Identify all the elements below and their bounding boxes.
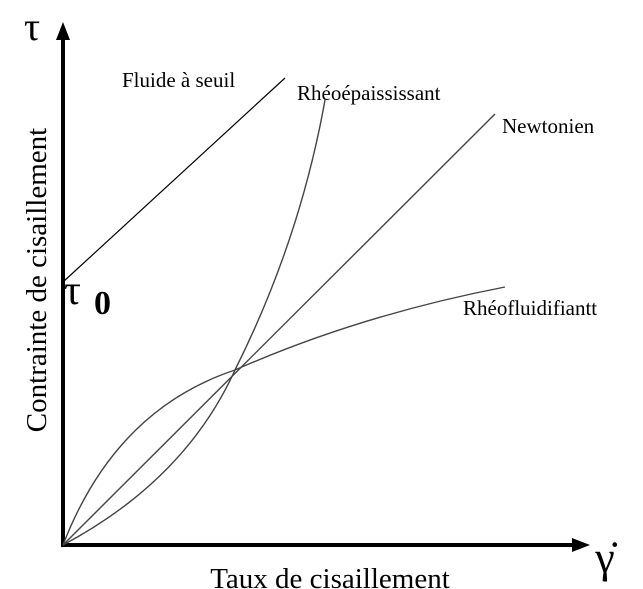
tau0-subscript: 0 bbox=[94, 285, 111, 322]
curve-label: Rhéofluidifiantt bbox=[463, 296, 597, 320]
curve-label: Rhéoépaississant bbox=[297, 81, 441, 105]
x-label: Taux de cisaillement bbox=[210, 563, 450, 589]
thinning-curve bbox=[62, 286, 506, 546]
curve-label: Fluide à seuil bbox=[122, 68, 235, 92]
tau0-symbol: τ bbox=[64, 268, 81, 314]
yield-line bbox=[62, 77, 286, 283]
y-symbol: τ bbox=[24, 4, 40, 49]
y-label: Contrainte de cisaillement bbox=[21, 128, 53, 432]
newtonian-line bbox=[62, 113, 496, 546]
x-symbol: γ̇ bbox=[594, 533, 617, 582]
x-arrow bbox=[572, 538, 590, 552]
curve-label: Newtonien bbox=[502, 114, 595, 138]
y-arrow bbox=[56, 22, 70, 40]
